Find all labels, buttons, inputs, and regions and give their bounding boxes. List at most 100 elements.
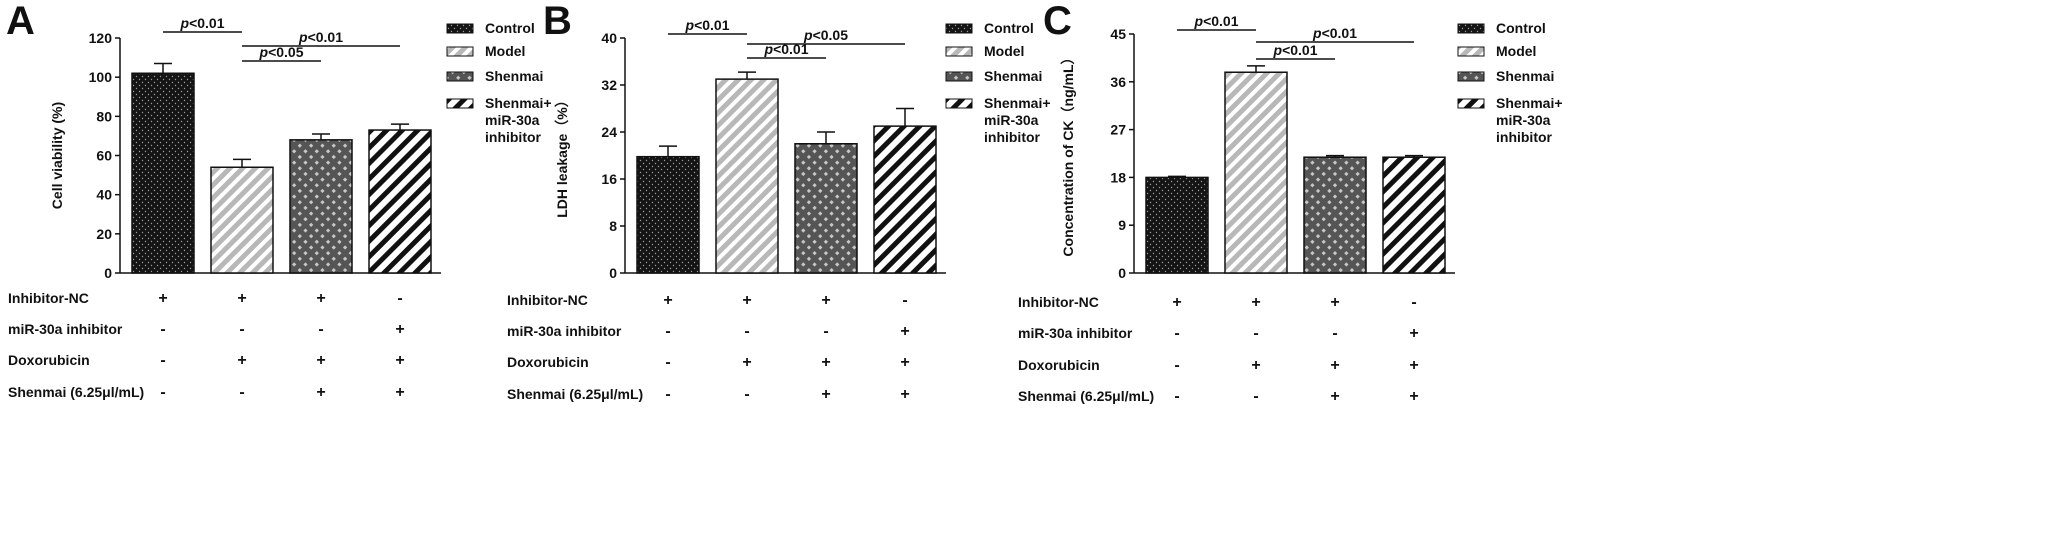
legend-swatch	[446, 46, 474, 57]
condition-sign: -	[1253, 388, 1258, 405]
condition-sign: +	[821, 386, 830, 403]
condition-sign: +	[158, 290, 167, 307]
condition-sign: +	[821, 354, 830, 371]
legend-label: Control	[485, 20, 535, 36]
bar-control	[1145, 176, 1209, 274]
condition-label: Inhibitor-NC	[8, 290, 89, 306]
y-tick-label: 20	[96, 226, 112, 242]
condition-sign: -	[397, 290, 402, 307]
condition-sign: -	[1174, 357, 1179, 374]
panel-A: A 0 20 40 60 80 100 120 Cell viability (%) p<0.01…	[6, 0, 552, 401]
condition-sign: +	[900, 354, 909, 371]
legend-label: Shenmai+ miR-30a inhibitor	[984, 95, 1051, 145]
y-tick-label: 0	[609, 265, 617, 281]
legend-label: Control	[1496, 20, 1546, 36]
bar-shenmai	[1303, 156, 1367, 274]
condition-sign: +	[1330, 357, 1339, 374]
panel-letter: B	[543, 0, 572, 43]
legend-swatch	[1457, 46, 1485, 57]
condition-sign: +	[1409, 325, 1418, 342]
condition-label: Doxorubicin	[8, 352, 90, 368]
condition-sign: -	[160, 384, 165, 401]
bar-shenmai-mir-30a-inhibitor	[873, 125, 937, 274]
legend-swatch	[945, 46, 973, 57]
panel-letter: C	[1043, 0, 1072, 43]
significance-label: p<0.01	[1273, 42, 1318, 58]
condition-sign: +	[900, 323, 909, 340]
condition-sign: -	[1174, 388, 1179, 405]
y-tick-label: 80	[96, 108, 112, 124]
condition-sign: -	[239, 321, 244, 338]
panel-C: C 0 9 18 27 36 45 Concentration of CK（ng/mL） p<0…	[1018, 0, 1563, 405]
condition-sign: +	[1409, 357, 1418, 374]
y-tick-label: 0	[104, 265, 112, 281]
condition-sign: +	[900, 386, 909, 403]
condition-sign: -	[160, 321, 165, 338]
significance-label: p<0.01	[180, 15, 225, 31]
bar-shenmai	[794, 143, 858, 274]
significance-label: p<0.01	[764, 41, 809, 57]
condition-sign: -	[1253, 325, 1258, 342]
bar-model	[210, 166, 274, 274]
condition-sign: +	[1409, 388, 1418, 405]
condition-sign: +	[1330, 294, 1339, 311]
condition-label: Doxorubicin	[507, 354, 589, 370]
condition-sign: -	[160, 352, 165, 369]
y-tick-label: 32	[601, 77, 617, 93]
legend-label: Shenmai	[485, 68, 543, 84]
y-tick-label: 27	[1110, 122, 1126, 138]
legend-swatch	[1457, 98, 1485, 109]
legend-swatch	[446, 23, 474, 34]
y-tick-label: 0	[1118, 265, 1126, 281]
panel-letter: A	[6, 0, 35, 43]
condition-label: Doxorubicin	[1018, 357, 1100, 373]
condition-sign: -	[318, 321, 323, 338]
legend-label: Shenmai+ miR-30a inhibitor	[1496, 95, 1563, 145]
condition-sign: +	[1172, 294, 1181, 311]
y-tick-label: 40	[601, 30, 617, 46]
condition-sign: -	[665, 354, 670, 371]
legend-swatch	[945, 23, 973, 34]
bar-model	[1224, 71, 1288, 274]
y-tick-label: 24	[601, 124, 617, 140]
condition-sign: +	[821, 292, 830, 309]
condition-sign: +	[663, 292, 672, 309]
condition-label: miR-30a inhibitor	[1018, 325, 1133, 341]
condition-sign: +	[237, 352, 246, 369]
condition-label: miR-30a inhibitor	[507, 323, 622, 339]
y-tick-label: 8	[609, 218, 617, 234]
significance-label: p<0.01	[298, 29, 343, 45]
condition-sign: -	[665, 386, 670, 403]
condition-sign: +	[316, 384, 325, 401]
y-tick-label: 40	[96, 187, 112, 203]
y-tick-label: 16	[601, 171, 617, 187]
condition-sign: +	[742, 292, 751, 309]
y-tick-label: 120	[89, 30, 113, 46]
condition-sign: +	[1251, 357, 1260, 374]
bar-control	[131, 72, 195, 274]
condition-sign: -	[665, 323, 670, 340]
bar-model	[715, 78, 779, 274]
condition-sign: -	[744, 323, 749, 340]
legend-swatch	[945, 71, 973, 82]
y-axis-label: LDH leakage（%）	[554, 93, 570, 217]
legend-swatch	[1457, 71, 1485, 82]
significance-label: p<0.01	[1194, 13, 1239, 29]
condition-label: Inhibitor-NC	[507, 292, 588, 308]
bar-shenmai	[289, 139, 353, 274]
legend-label: Model	[984, 43, 1024, 59]
condition-sign: +	[316, 352, 325, 369]
legend-label: Shenmai	[984, 68, 1042, 84]
condition-sign: -	[1174, 325, 1179, 342]
condition-label: miR-30a inhibitor	[8, 321, 123, 337]
bar-control	[636, 155, 700, 274]
legend-swatch	[446, 98, 474, 109]
significance-label: p<0.05	[259, 44, 304, 60]
legend-label: Model	[1496, 43, 1536, 59]
condition-sign: +	[237, 290, 246, 307]
condition-sign: -	[823, 323, 828, 340]
y-tick-label: 18	[1110, 169, 1126, 185]
condition-label: Shenmai (6.25μl/mL)	[507, 386, 643, 402]
